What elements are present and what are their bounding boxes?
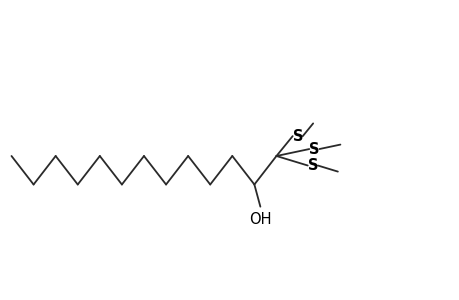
Text: S: S — [307, 158, 318, 173]
Text: S: S — [292, 129, 302, 144]
Text: OH: OH — [249, 212, 271, 227]
Text: S: S — [308, 142, 319, 157]
